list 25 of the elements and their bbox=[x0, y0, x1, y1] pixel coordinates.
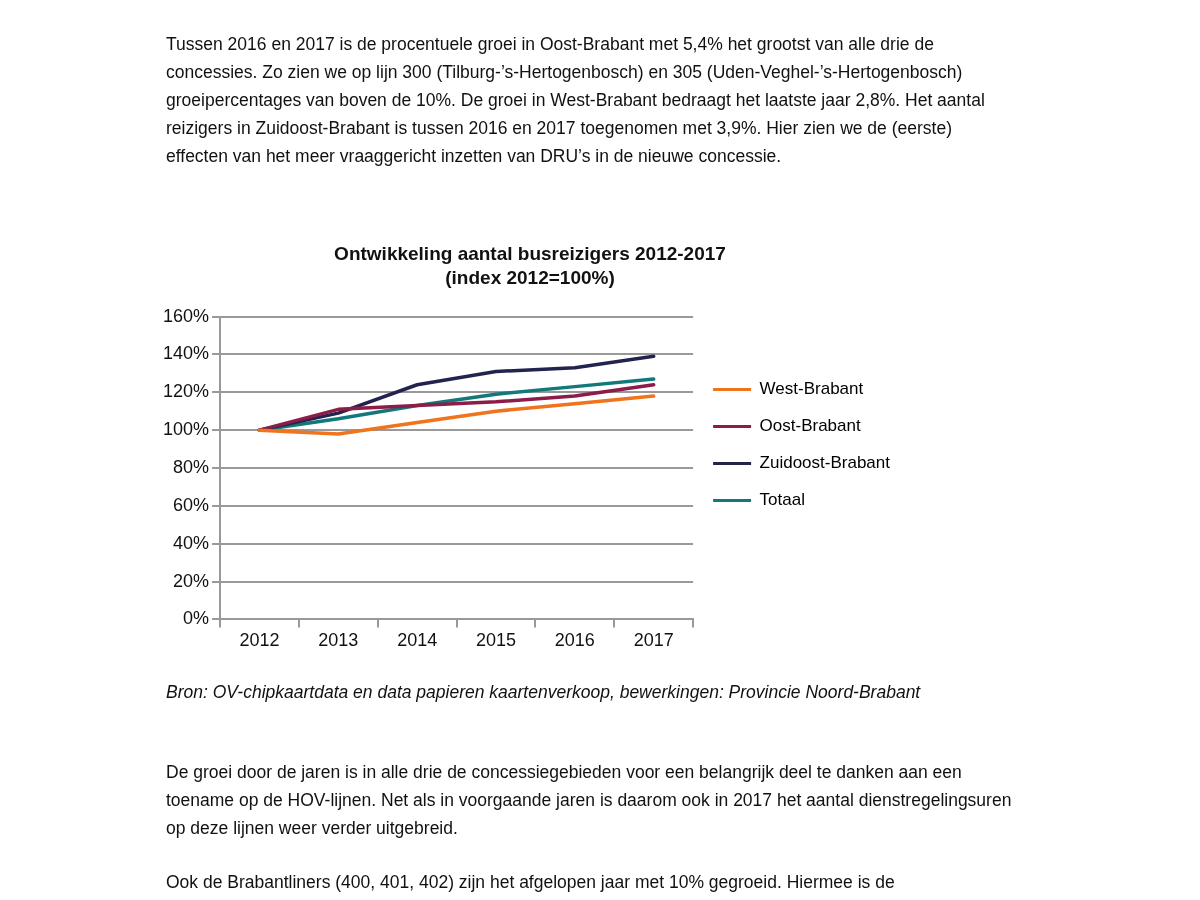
y-tick-label: 160% bbox=[162, 305, 210, 326]
text: Tussen 2016 en 2017 is de procentuele groei in Oost-Brabant met 5,4% het grootst van alle drie de concessies. Zo zien we op lijn 300 (Tilburg-’s-Hertogenbosch) en 305 (Uden-Veghel-’s-Hertogenbosch) groeipercentages van boven de 10%. De groei in West-Brabant bedraagt het laatste jaar 2,8%. Het aantal reizigers in Zuidoost-Brabant is tussen 2016 en 2017 toegenomen met 3,9%. Hier zien we de (eerste) effecten van het meer vraaggericht inzetten van DRU’s in de nieuwe concessie. bbox=[166, 33, 986, 168]
y-tick-label: 20% bbox=[173, 570, 210, 591]
y-tick-label: 0% bbox=[183, 608, 210, 629]
y-tick-label: 40% bbox=[173, 532, 210, 553]
y-tick-label: 120% bbox=[162, 381, 210, 402]
legend-label: West-Brabant bbox=[759, 379, 864, 399]
x-tick-label: 2016 bbox=[554, 630, 595, 651]
text: De groei door de jaren is in alle drie de concessiegebieden voor een belangrijk deel te danken aan een toename op de HOV-lijnen. Net als in voorgaande jaren is daarom ook in 2017 het aantal dienstregelingsuren op deze lijnen weer verder uitgebreid. bbox=[166, 761, 1013, 840]
legend-label: Totaal bbox=[759, 490, 805, 510]
legend-label: Zuidoost-Brabant bbox=[759, 453, 891, 473]
text: Ook de Brabantliners (400, 401, 402) zijn het afgelopen jaar met 10% gegroeid. Hiermee is de bbox=[166, 871, 896, 894]
y-tick-label: 140% bbox=[162, 343, 210, 364]
y-tick-label: 100% bbox=[162, 419, 210, 440]
x-tick-label: 2013 bbox=[318, 630, 359, 651]
legend-label: Oost-Brabant bbox=[759, 416, 861, 436]
x-tick-label: 2012 bbox=[239, 630, 280, 651]
y-tick-label: 60% bbox=[173, 494, 210, 515]
y-tick-label: 80% bbox=[173, 456, 210, 477]
x-tick-label: 2015 bbox=[475, 630, 517, 651]
x-tick-label: 2017 bbox=[633, 630, 674, 651]
chart-subtitle: (index 2012=100%) bbox=[445, 267, 615, 289]
text: Bron: OV-chipkaartdata en data papieren kaartenverkoop, bewerkingen: Provincie Noord-Brabant bbox=[166, 681, 922, 704]
x-tick-label: 2014 bbox=[397, 630, 438, 651]
chart-title: Ontwikkeling aantal busreizigers 2012-2017 bbox=[334, 242, 726, 264]
